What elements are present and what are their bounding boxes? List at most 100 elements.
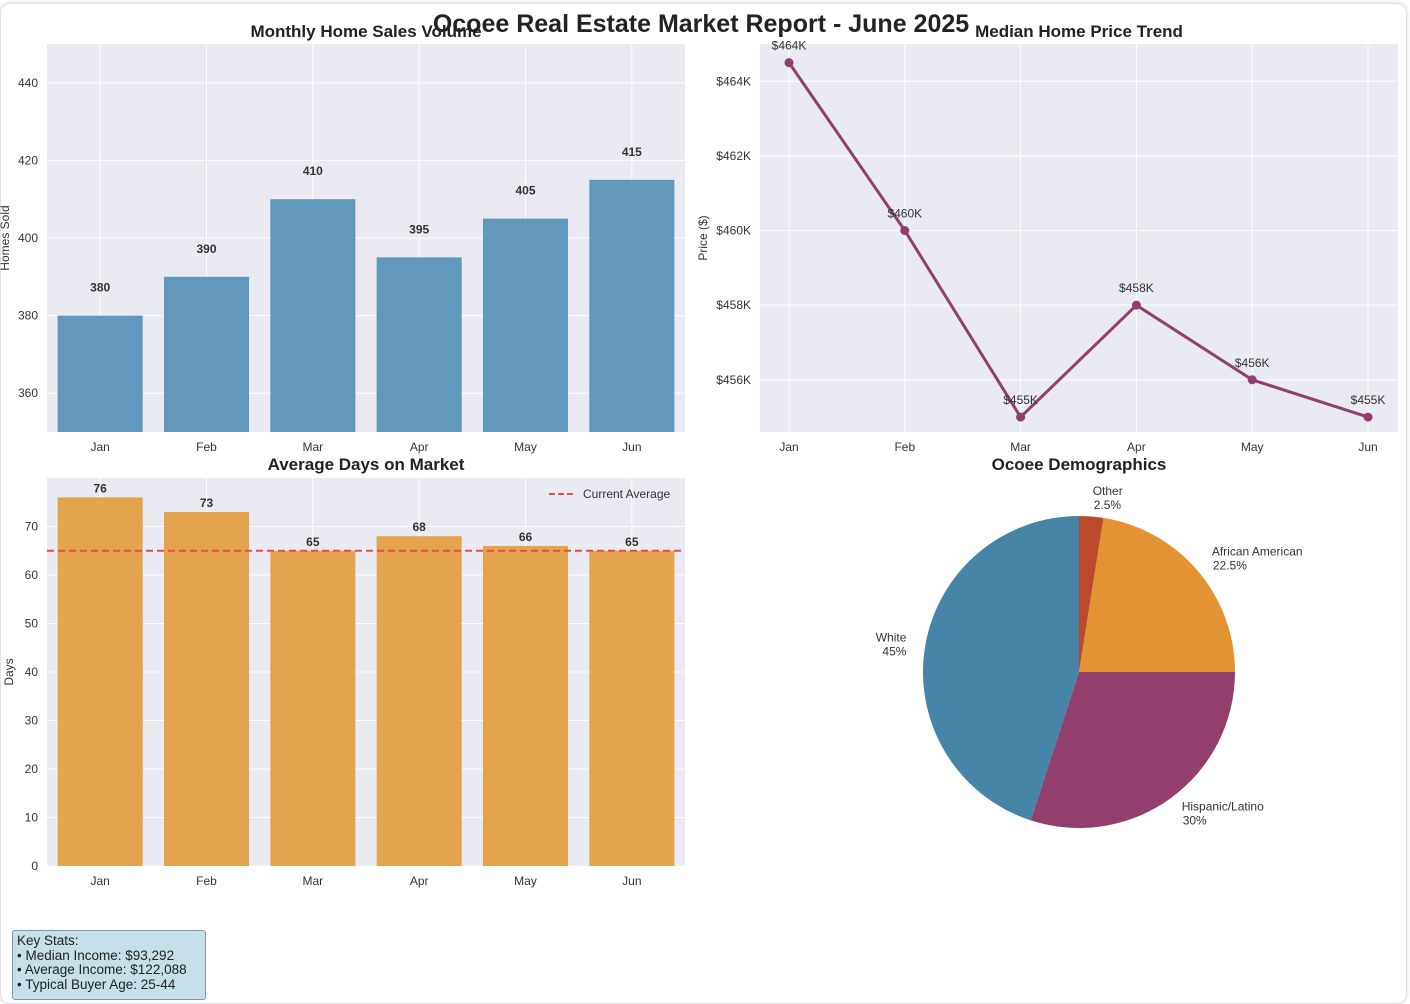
bar-value-label: 380: [90, 281, 110, 295]
x-tick-label: Mar: [302, 874, 323, 888]
pie-label: White: [876, 631, 907, 645]
y-tick-label: $462K: [716, 149, 751, 163]
y-axis-label: Homes Sold: [0, 205, 12, 270]
x-tick-label: Jun: [622, 440, 641, 454]
days-on-market-chart: 0 10 20 30 40 50 60 70 Jan Feb Mar Apr May Jun 76 73 65 6…: [2, 455, 685, 888]
median-price-chart: $456K $458K $460K $462K $464K Jan Feb Mar Apr May…: [696, 22, 1398, 454]
y-tick-label: 440: [18, 76, 38, 90]
y-tick-label: 420: [18, 153, 38, 167]
chart-title: Ocoee Demographics: [992, 455, 1167, 474]
x-tick-label: Apr: [410, 874, 429, 888]
pie-percent-label: 22.5%: [1213, 559, 1247, 573]
key-stat-item: • Average Income: $122,088: [17, 962, 187, 977]
sales-volume-chart: 360 380 400 420 440 Jan Feb Mar Apr May Jun 380 390 4…: [0, 22, 685, 454]
pie-label: African American: [1212, 545, 1303, 559]
y-tick-label: $458K: [716, 298, 751, 312]
x-tick-label: Feb: [196, 440, 217, 454]
x-tick-label: Apr: [410, 440, 429, 454]
price-value-label: $464K: [772, 39, 807, 53]
bar: [57, 497, 143, 866]
bar-value-label: 415: [622, 145, 642, 159]
bar-value-label: 395: [409, 222, 429, 236]
bar-value-label: 66: [519, 530, 533, 544]
bar: [589, 179, 675, 432]
y-tick-label: 400: [18, 231, 38, 245]
bar: [482, 545, 569, 866]
legend-label: Current Average: [583, 487, 670, 501]
pie-percent-label: 2.5%: [1094, 498, 1122, 512]
bar-value-label: 65: [625, 535, 639, 549]
y-tick-label: 0: [31, 859, 38, 873]
pie-slice: [1079, 516, 1104, 672]
x-tick-label: Feb: [894, 440, 915, 454]
x-tick-label: Jan: [779, 440, 798, 454]
chart-title: Median Home Price Trend: [975, 22, 1183, 41]
price-line: [787, 61, 1369, 419]
price-point: [784, 58, 794, 68]
bar: [270, 199, 356, 432]
report-title: Ocoee Real Estate Market Report - June 2…: [432, 10, 970, 38]
pie-slice: [922, 516, 1079, 821]
bar: [376, 257, 462, 432]
price-point: [1131, 300, 1141, 310]
bar: [57, 315, 143, 432]
bar: [163, 511, 250, 866]
price-value-label: $460K: [887, 207, 922, 221]
x-tick-label: Mar: [302, 440, 323, 454]
y-tick-label: 40: [25, 665, 39, 679]
bar-value-label: 68: [412, 520, 426, 534]
x-tick-label: Jan: [90, 874, 109, 888]
y-tick-label: $460K: [716, 224, 751, 238]
bar: [589, 550, 675, 866]
key-stat-item: • Median Income: $93,292: [17, 947, 175, 963]
price-point: [1247, 375, 1257, 385]
pie-label: Hispanic/Latino: [1182, 799, 1264, 813]
y-tick-label: 70: [25, 520, 39, 534]
bar-value-label: 390: [196, 242, 216, 256]
key-stats-box: Key Stats: • Median Income: $93,292 • Av…: [12, 930, 206, 1000]
pie-label: Other: [1093, 484, 1123, 498]
key-stat-item: • Typical Buyer Age: 25-44: [17, 976, 176, 992]
price-value-label: $455K: [1351, 393, 1386, 407]
bar: [270, 550, 356, 866]
chart-title: Monthly Home Sales Volume: [250, 22, 481, 41]
y-tick-label: 380: [18, 309, 38, 323]
price-value-label: $458K: [1119, 281, 1154, 295]
bar-value-label: 73: [200, 496, 214, 510]
plot-area: [760, 44, 1398, 432]
y-tick-label: $456K: [716, 373, 751, 387]
x-tick-label: Jun: [622, 874, 641, 888]
price-point: [1016, 412, 1026, 422]
y-tick-label: $464K: [716, 74, 751, 88]
pie-percent-label: 45%: [882, 645, 906, 659]
x-tick-label: Apr: [1127, 440, 1146, 454]
y-tick-label: 50: [25, 617, 39, 631]
bar: [376, 536, 462, 866]
x-tick-label: Feb: [196, 874, 217, 888]
price-point: [1363, 412, 1373, 422]
key-stats-heading: Key Stats:: [17, 933, 79, 948]
y-axis-label: Price ($): [696, 215, 710, 260]
x-tick-label: Mar: [1010, 440, 1031, 454]
bar: [163, 276, 250, 432]
pie-percent-label: 30%: [1183, 813, 1207, 827]
y-axis-label: Days: [2, 658, 16, 685]
y-tick-label: 20: [25, 762, 39, 776]
x-tick-label: May: [1241, 440, 1264, 454]
price-value-label: $456K: [1235, 356, 1270, 370]
chart-title: Average Days on Market: [268, 455, 465, 474]
price-value-label: $455K: [1003, 393, 1038, 407]
x-tick-label: May: [514, 874, 537, 888]
x-tick-label: Jun: [1358, 440, 1377, 454]
y-tick-label: 360: [18, 386, 38, 400]
bar-value-label: 65: [306, 535, 320, 549]
bar-value-label: 410: [303, 164, 323, 178]
pie-slice: [1030, 672, 1235, 828]
bar-value-label: 76: [93, 481, 107, 495]
y-tick-label: 30: [25, 714, 39, 728]
y-tick-label: 60: [25, 568, 39, 582]
x-tick-label: May: [514, 440, 537, 454]
pie-slice: [1079, 517, 1236, 672]
x-tick-label: Jan: [90, 440, 109, 454]
